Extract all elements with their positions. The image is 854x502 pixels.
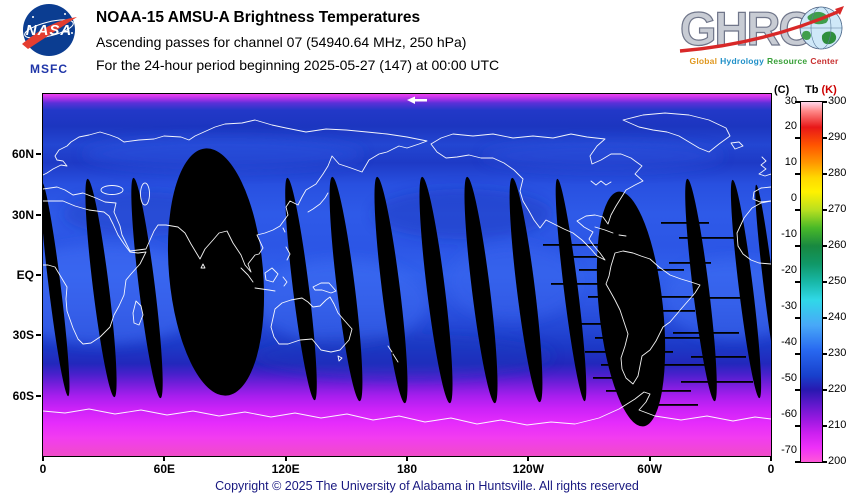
subtitle-period: For the 24-hour period beginning 2025-05… xyxy=(96,57,500,73)
lon-label-2-120E: 120E xyxy=(271,462,300,476)
satellite-gap-swaths xyxy=(43,148,771,427)
colorbar-header: (C) Tb (K) xyxy=(772,84,854,98)
ghrc-logo[interactable]: GHRC Global Hydrology Resource Center xyxy=(678,1,850,66)
lon-tick xyxy=(648,456,651,461)
coastlines xyxy=(43,112,771,426)
colorbar-tick xyxy=(795,389,800,391)
colorbar-tick xyxy=(795,173,800,175)
colorbar-tick xyxy=(795,209,800,211)
colorbar-c--60: -60 xyxy=(781,408,797,421)
colorbar-tick xyxy=(795,245,800,247)
colorbar-tick xyxy=(795,461,800,463)
colorbar-tick xyxy=(822,101,827,103)
nasa-logo-text: NASA xyxy=(26,22,73,39)
brightness-temperature-map xyxy=(43,94,771,456)
colorbar-tick xyxy=(822,209,827,211)
ghrc-subtitle-word: Hydrology xyxy=(720,56,765,66)
colorbar-c--30: -30 xyxy=(781,300,797,313)
title-block: NOAA-15 AMSU-A Brightness Temperatures A… xyxy=(96,9,499,73)
colorbar-k-290: 290 xyxy=(828,131,847,143)
lon-label-4-120W: 120W xyxy=(512,462,545,476)
colorbar-c--70: -70 xyxy=(781,444,797,457)
ghrc-subtitle-word: Global xyxy=(689,56,718,66)
map-start-arrow-icon xyxy=(407,96,427,104)
ghrc-subtitle-word: Resource xyxy=(767,56,808,66)
colorbar-tick xyxy=(795,353,800,355)
nasa-logo[interactable]: NASA MSFC xyxy=(8,3,90,76)
ghrc-subtitle: Global Hydrology Resource Center xyxy=(678,56,850,66)
longitude-axis: 0 60E 120E 180 120W 60W 0 xyxy=(39,456,774,477)
header: NASA MSFC NOAA-15 AMSU-A Brightness Temp… xyxy=(0,0,854,90)
latitude-axis: 60N 30N EQ 30S 60S xyxy=(0,94,42,456)
colorbar-k-220: 220 xyxy=(828,383,847,395)
lat-tick xyxy=(36,394,41,397)
colorbar-tick xyxy=(795,317,800,319)
colorbar-k-200: 200 xyxy=(828,455,847,467)
lat-tick xyxy=(36,213,41,216)
colorbar-tick xyxy=(795,137,800,139)
lon-tick xyxy=(406,456,408,461)
colorbar-k-270: 270 xyxy=(828,203,847,215)
scanline-noise xyxy=(543,222,753,406)
colorbar-tick xyxy=(822,353,827,355)
colorbar-tick xyxy=(822,281,827,283)
lat-label-30S: 30S xyxy=(12,328,34,343)
colorbar-k-300: 300 xyxy=(828,95,847,107)
lon-label-3-180: 180 xyxy=(396,462,418,476)
colorbar-c--40: -40 xyxy=(781,336,797,349)
colorbar-tick xyxy=(822,425,827,427)
colorbar-k-210: 210 xyxy=(828,419,847,431)
colorbar: (C) Tb (K) 300 290 280 270 260 250 240 230 220 21… xyxy=(772,84,854,484)
colorbar-c--10: -10 xyxy=(781,228,797,241)
colorbar-tick xyxy=(822,137,827,139)
lon-tick xyxy=(163,456,166,461)
lon-label-0-0: 0 xyxy=(39,462,47,476)
ghrc-subtitle-word: Center xyxy=(810,56,839,66)
colorbar-k-240: 240 xyxy=(828,311,847,323)
colorbar-c-10: 10 xyxy=(784,156,797,169)
colorbar-tick xyxy=(822,389,827,391)
page-title: NOAA-15 AMSU-A Brightness Temperatures xyxy=(96,9,421,26)
colorbar-tick xyxy=(822,173,827,175)
lat-tick xyxy=(36,334,41,337)
colorbar-c--20: -20 xyxy=(781,264,797,277)
lon-label-6-0: 0 xyxy=(767,462,775,476)
lat-tick xyxy=(36,153,41,156)
colorbar-tick xyxy=(822,317,827,319)
colorbar-k-260: 260 xyxy=(828,239,847,251)
copyright: Copyright © 2025 The University of Alaba… xyxy=(215,479,639,493)
map-frame xyxy=(42,93,772,457)
lat-label-60N: 60N xyxy=(11,147,34,162)
lat-label-60S: 60S xyxy=(12,388,34,403)
colorbar-c--50: -50 xyxy=(781,372,797,385)
subtitle-channel: Ascending passes for channel 07 (54940.6… xyxy=(96,34,467,50)
msfc-label: MSFC xyxy=(30,62,68,76)
colorbar-tick xyxy=(822,245,827,247)
colorbar-gradient xyxy=(800,101,823,463)
lat-label-30N: 30N xyxy=(11,207,34,222)
colorbar-celsius-label: (C) xyxy=(774,84,790,96)
colorbar-k-250: 250 xyxy=(828,275,847,287)
lon-label-5-60W: 60W xyxy=(637,462,662,476)
lat-label-EQ: EQ xyxy=(16,268,34,282)
colorbar-k-230: 230 xyxy=(828,347,847,359)
colorbar-kelvin-label: Tb (K) xyxy=(805,84,837,96)
lon-tick xyxy=(284,456,287,461)
nasa-meatball-icon: NASA xyxy=(22,4,77,56)
colorbar-c-0: 0 xyxy=(790,192,797,205)
lat-tick xyxy=(36,274,41,276)
colorbar-tick xyxy=(795,281,800,283)
lon-tick xyxy=(770,456,772,461)
lon-label-1-60E: 60E xyxy=(153,462,176,476)
colorbar-tick xyxy=(822,461,827,463)
colorbar-c-20: 20 xyxy=(784,120,797,133)
colorbar-tick xyxy=(795,101,800,103)
colorbar-tick xyxy=(795,425,800,427)
lon-tick xyxy=(527,456,530,461)
colorbar-k-280: 280 xyxy=(828,167,847,179)
lon-tick xyxy=(42,456,44,461)
colorbar-c-30: 30 xyxy=(784,95,797,107)
ghrc-logo-icon: GHRC xyxy=(679,1,844,56)
